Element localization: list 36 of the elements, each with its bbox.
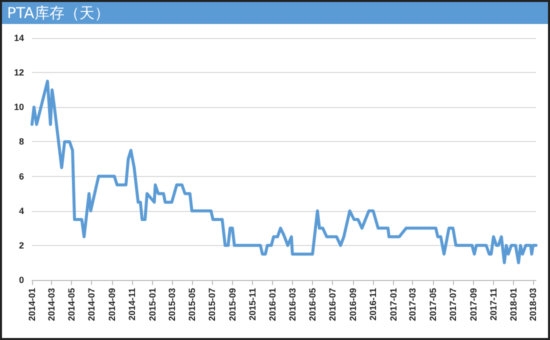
- x-tick-label: 2018-01: [508, 288, 519, 322]
- y-tick-label: 4: [18, 206, 24, 216]
- y-tick-label: 0: [18, 275, 24, 285]
- x-tick-label: 2016-09: [348, 288, 358, 322]
- x-tick-label: 2015-09: [227, 288, 238, 322]
- x-tick-label: 2014-01: [27, 288, 37, 322]
- x-tick-label: 2014-11: [127, 288, 138, 321]
- x-tick-label: 2017-01: [388, 288, 398, 322]
- x-tick-label: 2017-09: [468, 288, 478, 322]
- chart-title: PTA库存（天）: [2, 2, 548, 24]
- x-tick-label: 2017-07: [448, 288, 458, 322]
- y-tick-label: 2: [18, 240, 24, 250]
- x-tick-label: 2017-11: [488, 288, 498, 321]
- x-tick-label: 2016-01: [268, 288, 278, 322]
- x-tick-label: 2015-03: [166, 288, 177, 322]
- y-tick-label: 10: [14, 102, 24, 112]
- x-tick-label: 2015-05: [186, 288, 197, 322]
- line-series: [30, 80, 538, 264]
- x-tick-label: 2014-09: [107, 288, 118, 322]
- x-tick-label: 2014-05: [66, 288, 77, 322]
- x-tick-label: 2016-05: [308, 288, 318, 322]
- x-tick-label: 2016-07: [328, 288, 338, 322]
- y-tick-label: 14: [14, 33, 24, 43]
- x-tick-label: 2015-01: [147, 288, 158, 322]
- x-tick-label: 2015-07: [206, 288, 217, 322]
- x-tick-label: 2016-11: [368, 288, 378, 321]
- x-tick-label: 2017-03: [408, 288, 418, 322]
- y-tick-label: 8: [18, 136, 24, 147]
- x-tick-label: 2015-11: [248, 288, 258, 321]
- x-tick-label: 2018-03: [528, 288, 538, 322]
- x-tick-label: 2014-07: [86, 288, 97, 322]
- y-tick-label: 6: [18, 171, 24, 182]
- x-tick-label: 2014-03: [46, 288, 56, 322]
- y-tick-label: 12: [14, 68, 24, 78]
- x-tick-label: 2016-03: [287, 288, 298, 322]
- x-tick-label: 2017-05: [428, 288, 438, 322]
